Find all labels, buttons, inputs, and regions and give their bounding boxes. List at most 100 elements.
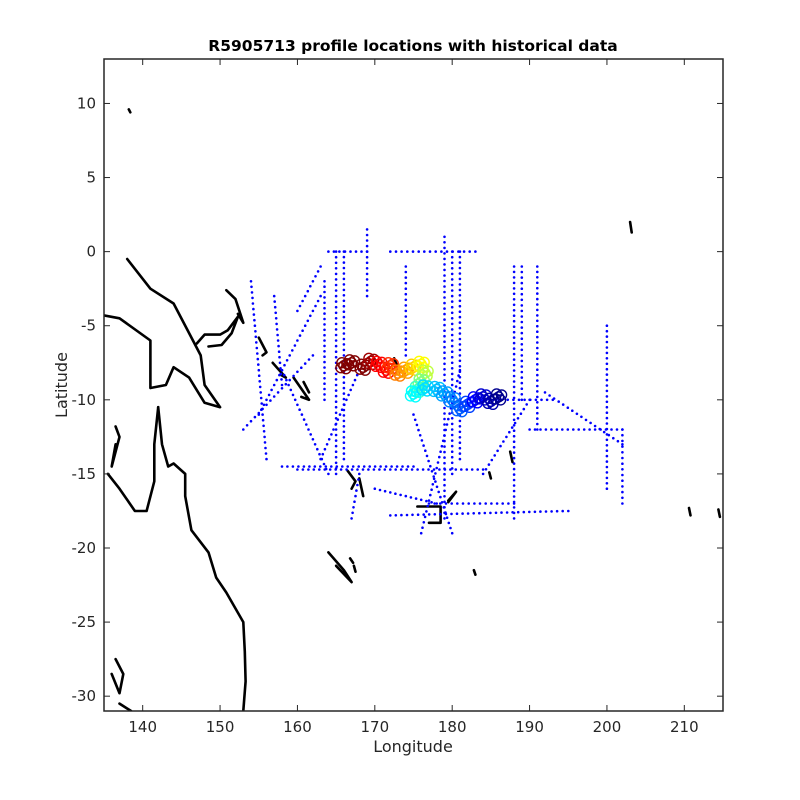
chart-title: R5905713 profile locations with historic…: [208, 37, 617, 55]
historical-point: [472, 512, 476, 515]
historical-point: [474, 250, 477, 253]
historical-point: [522, 510, 526, 514]
historical-point: [450, 339, 454, 342]
historical-point: [365, 289, 369, 292]
historical-point: [260, 407, 264, 411]
historical-point: [443, 362, 446, 366]
coastline-layer: [104, 108, 722, 711]
historical-point: [351, 465, 355, 468]
historical-point: [334, 283, 338, 287]
float-profile-point: [359, 364, 371, 376]
historical-point: [621, 456, 624, 460]
historical-point: [443, 351, 446, 355]
historical-point: [307, 358, 311, 361]
historical-point: [621, 439, 624, 443]
historical-point: [330, 465, 333, 468]
historical-point: [429, 493, 432, 497]
historical-point: [443, 500, 446, 504]
historical-point: [273, 300, 277, 303]
historical-point: [439, 502, 442, 505]
historical-point: [289, 388, 293, 392]
historical-point: [445, 516, 449, 519]
historical-point: [365, 283, 369, 287]
coastline-6: [302, 380, 311, 394]
historical-point: [302, 465, 306, 468]
historical-point: [311, 438, 315, 441]
historical-point: [342, 261, 346, 264]
historical-point: [450, 439, 454, 442]
historical-point: [404, 320, 408, 324]
historical-point: [500, 511, 503, 514]
historical-point: [443, 357, 446, 360]
historical-point: [342, 343, 346, 346]
historical-point: [434, 480, 437, 483]
historical-point: [512, 445, 516, 449]
historical-point: [276, 391, 280, 394]
historical-point: [424, 449, 427, 453]
historical-point: [443, 456, 446, 459]
historical-point: [439, 495, 442, 499]
historical-point: [343, 403, 346, 407]
historical-point: [607, 433, 611, 437]
historical-point: [512, 478, 516, 482]
historical-point: [332, 250, 336, 253]
historical-point: [462, 250, 466, 253]
historical-point: [536, 276, 539, 279]
y-axis-ticks: 10 5 0 -5 -10 -15 -20 -25 -30: [72, 94, 723, 705]
historical-point: [319, 294, 322, 298]
historical-point: [520, 343, 524, 346]
historical-point: [555, 428, 559, 431]
historical-point: [450, 283, 454, 287]
historical-point: [411, 250, 415, 253]
historical-point: [512, 413, 516, 416]
historical-point: [261, 413, 264, 416]
historical-point: [454, 385, 458, 388]
coastline-19: [127, 108, 132, 114]
historical-point: [528, 428, 531, 431]
historical-point: [536, 384, 539, 388]
historical-point: [555, 509, 559, 513]
historical-point: [605, 482, 609, 485]
historical-point: [259, 391, 263, 394]
historical-point: [520, 315, 524, 318]
historical-point: [342, 266, 346, 270]
float-profile-point: [397, 366, 409, 378]
float-profile-point: [367, 358, 379, 370]
historical-point: [434, 472, 437, 475]
historical-point: [490, 502, 493, 505]
historical-point: [450, 378, 454, 381]
historical-point: [502, 440, 505, 443]
historical-point: [342, 397, 346, 401]
historical-point: [443, 517, 446, 520]
historical-point: [512, 374, 516, 378]
historical-point: [419, 498, 423, 502]
historical-point: [255, 352, 259, 355]
historical-point: [347, 393, 350, 397]
historical-point: [621, 462, 624, 466]
y-tick-label: -30: [72, 687, 97, 705]
float-profile-point: [354, 363, 366, 375]
float-profile-point: [363, 352, 375, 364]
historical-point: [311, 354, 315, 357]
historical-point: [328, 468, 332, 471]
historical-point: [251, 302, 255, 305]
historical-point: [323, 398, 326, 402]
historical-point: [404, 298, 408, 302]
float-profile-point: [404, 390, 417, 402]
historical-point: [458, 272, 462, 275]
historical-point: [323, 339, 326, 342]
historical-point: [321, 452, 325, 456]
historical-point: [404, 348, 408, 352]
historical-point: [605, 362, 609, 366]
historical-point: [395, 465, 399, 468]
float-profile-point: [444, 391, 456, 403]
historical-point: [512, 418, 516, 422]
historical-point: [314, 304, 317, 308]
historical-point: [443, 412, 446, 415]
historical-point: [458, 326, 462, 330]
historical-point: [367, 468, 370, 471]
historical-point: [508, 430, 511, 434]
historical-point: [520, 304, 524, 307]
historical-point: [427, 499, 431, 502]
historical-point: [334, 311, 338, 315]
